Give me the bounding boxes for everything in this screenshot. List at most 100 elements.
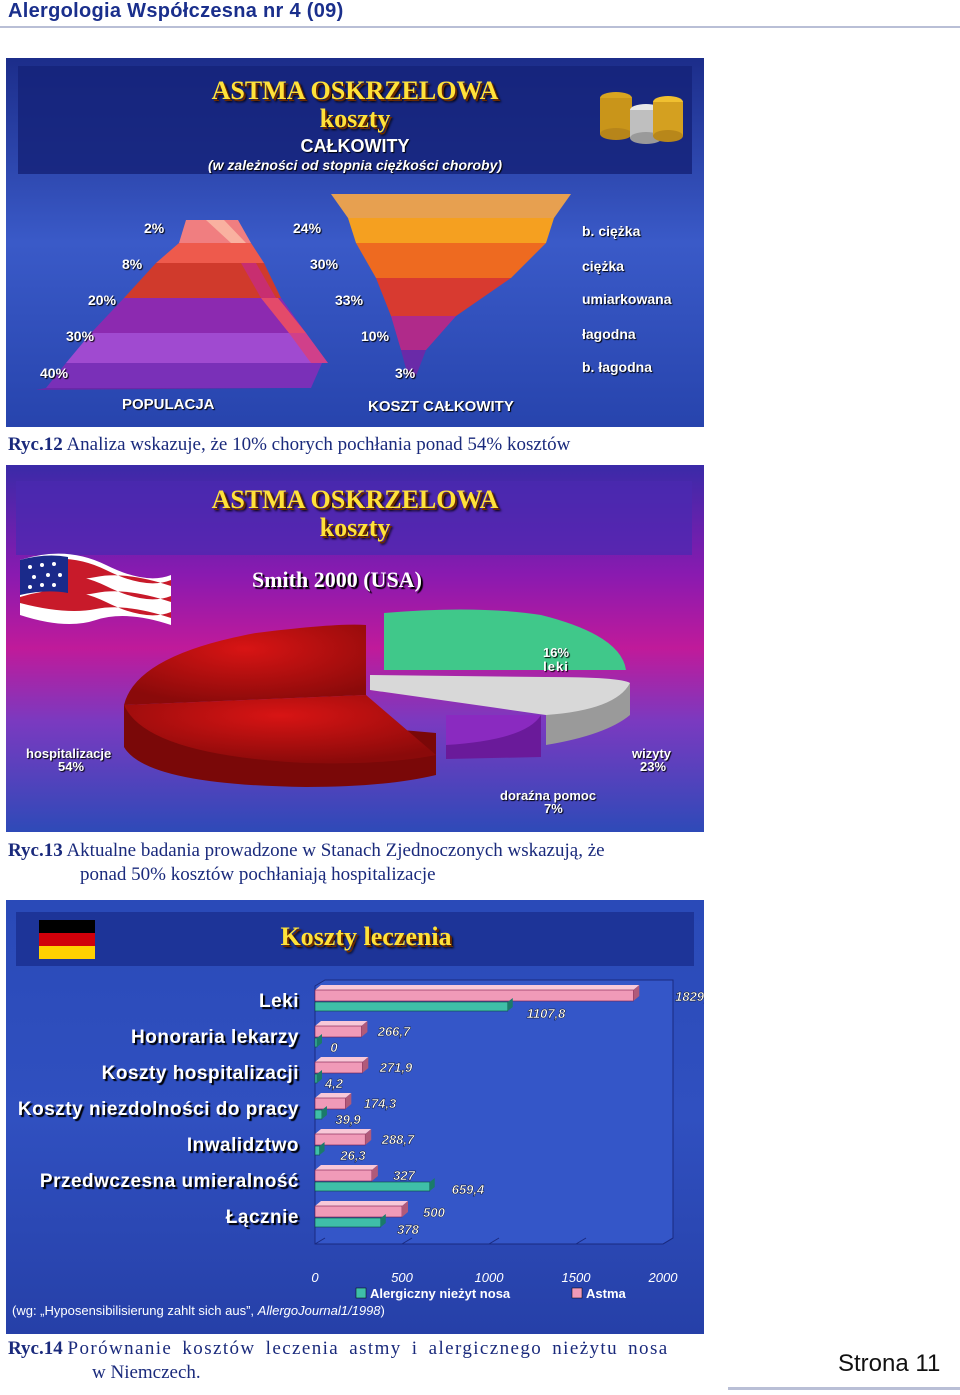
figure-12-title-line1: ASTMA OSKRZELOWA [211,76,499,105]
cost-axis-label: KOSZT CAŁKOWITY [368,398,514,415]
bar-side-astma [362,1057,369,1073]
slice-value: 7% [544,801,563,816]
severity-label: łagodna [582,326,636,342]
figure-14-graphic: 0 500 1000 1500 2000 1829,3 1107,8 266,7 0 271,9 4… [16,912,704,1301]
x-tick-label: 500 [391,1270,413,1285]
x-gridline [401,1237,413,1245]
journal-title: Alergologia Współczesna nr 4 (09) [8,0,344,22]
bar-rhinitis [314,1037,318,1048]
bar-side-rhinitis [321,1106,327,1119]
bar-value-label: 1107,8 [527,1006,567,1021]
bar-top-astma [315,1093,352,1098]
bar-value-label: 271,9 [379,1060,413,1075]
bar-side-astma [633,985,640,1001]
x-gridline [662,1237,674,1245]
bar-rhinitis [314,1145,320,1156]
cost-label: 24% [293,220,322,236]
legend-label-astma: Astma [586,1286,627,1301]
bar-astma [314,1133,366,1146]
population-pyramid [36,220,328,390]
figure-13-caption-text: Aktualne badania prowadzone w Stanach Zj… [66,840,605,861]
bar-top-astma [315,1057,369,1062]
bar-astma [314,1205,403,1218]
x-tick-label: 1000 [475,1270,505,1285]
category-label: Przedwczesna umieralność [39,1171,299,1192]
x-gridline [488,1237,500,1245]
bar-value-label: 266,7 [377,1024,411,1039]
cost-pie-chart [124,609,630,787]
bar-top-astma [315,985,640,990]
category-label: Honoraria lekarzy [131,1027,299,1048]
population-axis-label: POPULACJA [122,396,215,413]
us-flag-icon [20,553,171,625]
footnote-prefix: (wg: „Hyposensibilisierung zahlt sich au… [12,1303,258,1318]
bar-side-astma [371,1165,378,1181]
x-gridline [575,1237,587,1245]
bar-rhinitis [314,1181,431,1192]
bar-top-astma [315,1021,368,1026]
bar-side-rhinitis [319,1142,325,1155]
category-label: Inwalidztwo [186,1135,299,1156]
legend-swatch-astma [571,1287,583,1299]
bar-side-astma [365,1129,372,1145]
figure-12-slide: ASTMA OSKRZELOWA koszty CAŁKOWITY (w zal… [6,58,704,427]
bar-value-label: 1829,3 [675,989,704,1004]
severity-label: b. ciężka [582,223,641,239]
slice-value: 16% [542,645,570,660]
figure-12-subtitle-note: (w zależności od stopnia ciężkości choro… [207,157,503,173]
figure-13-caption-label: Ryc.13 [8,840,63,861]
bar-side-astma [402,1201,408,1217]
population-label: 20% [88,292,117,308]
x-tick-label: 2000 [648,1270,679,1285]
slice-name: hospitalizacje [26,746,112,761]
germany-flag-icon [39,920,95,959]
bar-rhinitis [314,1073,318,1084]
slice-value: 23% [640,759,667,774]
figure-14-caption-line2: w Niemczech. [92,1362,201,1383]
bar-side-rhinitis [429,1178,435,1191]
figure-14-footnote: (wg: „Hyposensibilisierung zahlt sich au… [12,1303,385,1318]
population-label: 8% [122,256,143,272]
footnote-source: AllergoJournal1/1998 [257,1303,381,1318]
legend-swatch-rhinitis [355,1287,367,1299]
bar-value-label: 39,9 [335,1112,361,1127]
bar-chart: 0 500 1000 1500 2000 1829,3 1107,8 266,7 0 271,9 4… [311,979,704,1301]
footer-divider [728,1387,960,1390]
bar-astma [314,989,634,1002]
severity-label: umiarkowana [582,291,672,307]
bar-value-label: 327 [393,1168,415,1183]
figure-14-caption-label: Ryc.14 [8,1338,63,1359]
population-label: 40% [40,365,69,381]
figure-13-source: Smith 2000 (USA) [252,567,422,592]
bar-rhinitis [314,1109,323,1120]
page-number: Strona 11 [838,1350,941,1377]
severity-label: ciężka [582,258,625,274]
bar-side-rhinitis [507,998,513,1011]
bar-value-label: 174,3 [364,1096,397,1111]
bar-value-label: 0 [330,1040,338,1055]
bar-top-astma [315,1129,372,1134]
severity-label: b. łagodna [582,359,652,375]
bar-value-label: 288,7 [381,1132,415,1147]
bar-rhinitis [314,1001,509,1012]
figure-13-caption-line1: Ryc.13 Aktualne badania prowadzone w Sta… [8,840,605,862]
bar-side-rhinitis [380,1214,386,1227]
figure-12-title-line2: koszty [319,104,391,133]
figure-14-slide: 0 500 1000 1500 2000 1829,3 1107,8 266,7 0 271,9 4… [6,900,704,1334]
figure-13-title-line2: koszty [319,513,391,542]
bar-side-rhinitis [317,1034,322,1047]
figure-13-slide: ASTMA OSKRZELOWA koszty Smith 2000 (USA)… [6,465,704,832]
slice-name: doraźna pomoc [500,788,597,803]
figure-13-graphic [6,465,704,832]
legend-label-rhinitis: Alergiczny nieżyt nosa [370,1286,511,1301]
figure-13-title-line1: ASTMA OSKRZELOWA [211,485,499,514]
x-tick-label: 1500 [562,1270,592,1285]
figure-12-caption-text: Analiza wskazuje, że 10% chorych pochłan… [66,434,571,455]
figure-12-graphic [6,58,704,427]
figure-12-caption: Ryc.12 Analiza wskazuje, że 10% chorych … [8,434,570,456]
cost-label: 10% [361,328,390,344]
cost-label: 33% [335,292,364,308]
x-gridline [314,1237,326,1245]
bar-value-label: 500 [423,1205,445,1220]
figure-12-caption-label: Ryc.12 [8,434,63,455]
